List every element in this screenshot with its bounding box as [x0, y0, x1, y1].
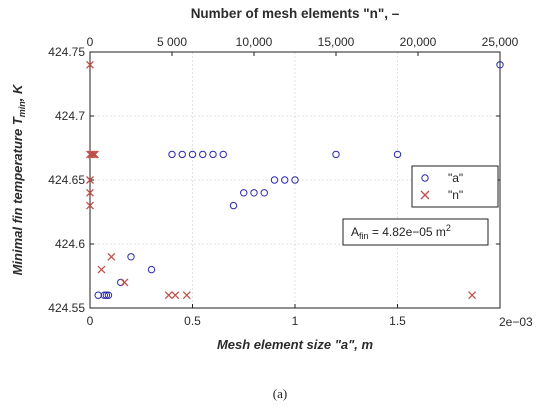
x-bottom-tick-label: 0.5 [184, 314, 201, 328]
data-point-a [168, 150, 176, 159]
data-point-n-stroke [89, 150, 98, 159]
y-tick-label: 424.6 [55, 237, 85, 251]
y-axis-ticks: 424.55 424.6 424.65 424.7 424.75 [48, 45, 500, 315]
data-point-a [209, 150, 217, 159]
data-point-a [260, 189, 268, 197]
data-point-n [86, 201, 94, 210]
annotation-subscript: fin [359, 231, 369, 241]
data-point-n-stroke [171, 291, 180, 300]
x-top-tick-label: 10,000 [236, 35, 273, 49]
y-axis-title-main: Minimal fin temperature T [10, 116, 25, 275]
x-bottom-tick-label: 0 [87, 314, 94, 328]
y-axis-title-subscript: min [17, 101, 27, 118]
annotation-text: Afin = 4.82e−05 m2 [351, 223, 451, 241]
data-point-n-stroke [86, 201, 94, 210]
data-point-a [291, 176, 299, 184]
x-top-tick-label: 25,000 [482, 35, 519, 49]
data-point-n-stroke [86, 188, 94, 197]
data-point-n [86, 188, 94, 197]
x-bottom-exponent-label: 2e−03 [499, 315, 533, 329]
data-point-n [182, 291, 191, 300]
data-point-a [229, 201, 238, 210]
y-axis-title-unit: , K [10, 83, 25, 102]
data-point-a [188, 150, 197, 159]
data-point-n-stroke [182, 291, 191, 300]
x-bottom-tick-label: 1 [292, 314, 299, 328]
bottom-axis-title: Mesh element size "a", m [217, 337, 374, 352]
y-tick-label: 424.7 [55, 109, 85, 123]
annotation-value: = 4.82e−05 m [369, 225, 446, 239]
data-point-a [332, 150, 340, 159]
y-tick-label: 424.65 [48, 173, 85, 187]
x-top-axis-ticks: 0 5 000 10,000 15,000 20,000 25,000 [87, 35, 519, 56]
legend: "a" "n" [411, 165, 499, 208]
data-point-a [104, 291, 113, 299]
data-point-a [127, 253, 135, 261]
data-point-n [171, 291, 180, 300]
data-point-a [100, 291, 109, 299]
data-point-n [89, 150, 98, 159]
legend-marker-a [421, 174, 429, 182]
data-point-a [393, 150, 402, 159]
figure-caption: (a) [273, 386, 287, 401]
data-point-a [147, 265, 156, 274]
legend-box [411, 165, 499, 208]
annotation: Afin = 4.82e−05 m2 [342, 218, 489, 246]
series-n-points [86, 60, 477, 300]
data-point-n [90, 150, 99, 159]
annotation-prefix: A [351, 225, 359, 239]
y-axis-title: Minimal fin temperature Tmin, K [10, 83, 27, 275]
x-bottom-tick-label: 1.5 [389, 314, 406, 328]
data-point-a [281, 176, 289, 184]
annotation-superscript: 2 [446, 223, 451, 233]
x-bottom-axis-ticks: 0 0.5 1 1.5 [87, 304, 406, 328]
data-point-n [86, 60, 94, 69]
data-point-n [86, 176, 94, 184]
data-point-n [97, 265, 106, 274]
data-point-n [87, 150, 96, 159]
x-top-tick-label: 15,000 [318, 35, 355, 49]
data-point-n-stroke [97, 265, 106, 274]
top-axis-title: Number of mesh elements "n", – [191, 6, 400, 21]
x-top-tick-label: 0 [87, 35, 94, 49]
data-point-a [94, 291, 102, 299]
data-point-n [468, 291, 477, 300]
legend-label-n: "n" [448, 188, 463, 202]
data-point-n-stroke [120, 278, 129, 287]
data-point-n [164, 291, 173, 300]
data-point-a [250, 189, 258, 197]
data-point-a [219, 150, 227, 159]
legend-label-a: "a" [448, 171, 463, 185]
annotation-box [342, 218, 489, 246]
data-point-n-stroke [107, 252, 116, 261]
y-tick-label: 424.75 [48, 45, 85, 59]
data-point-n-stroke [87, 150, 96, 159]
data-point-n-stroke [468, 291, 477, 300]
data-point-a [178, 150, 186, 159]
data-point-n [107, 252, 116, 261]
y-tick-label: 424.55 [48, 301, 85, 315]
legend-marker-n [420, 190, 430, 200]
data-point-n-stroke [90, 150, 99, 159]
x-top-tick-label: 5 000 [157, 35, 187, 49]
data-point-n-stroke [86, 176, 94, 184]
data-point-a [102, 291, 111, 299]
data-point-n-stroke [86, 60, 94, 69]
data-point-n [120, 278, 129, 287]
data-point-a [240, 189, 248, 197]
data-point-a [270, 176, 279, 184]
data-point-n-stroke [164, 291, 173, 300]
x-top-tick-label: 20,000 [400, 35, 437, 49]
data-point-a [199, 150, 207, 159]
data-point-a [496, 61, 504, 69]
